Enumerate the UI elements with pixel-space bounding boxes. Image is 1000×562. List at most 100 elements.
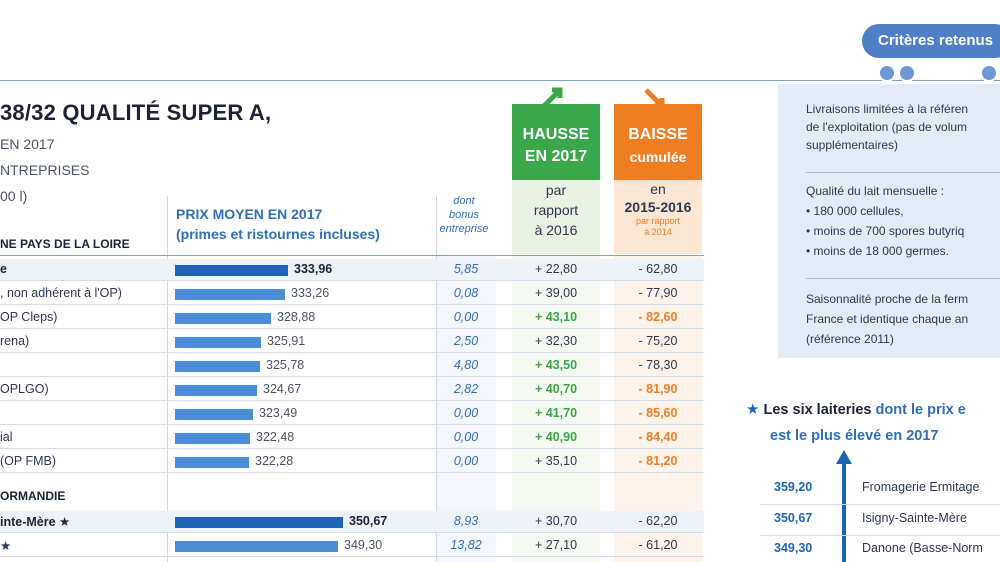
table-row: (OP FMB) 322,28 0,00 + 35,10 - 81,20 xyxy=(0,451,704,473)
price-bar xyxy=(175,337,261,348)
wheel-icon xyxy=(980,64,998,82)
table-row: OP Cleps) 328,88 0,00 + 43,10 - 82,60 xyxy=(0,307,704,329)
price-value: 322,48 xyxy=(256,430,295,444)
criteria-text: supplémentaires) xyxy=(806,138,899,152)
bonus-value: 0,00 xyxy=(453,454,479,468)
hausse-value: + 35,10 xyxy=(534,454,578,468)
rank-divider xyxy=(760,535,1000,536)
row-divider xyxy=(0,328,704,329)
hausse-subheader: par rapport à 2016 xyxy=(512,180,600,254)
row-divider xyxy=(0,448,704,449)
criteria-text: • moins de 700 spores butyriq xyxy=(806,224,965,238)
baisse-value: - 85,60 xyxy=(638,406,678,420)
hausse-value: + 30,70 xyxy=(534,514,578,528)
table-row: rena) 325,91 2,50 + 32,30 - 75,20 xyxy=(0,331,704,353)
criteria-text: de l'exploitation (pas de volum xyxy=(806,120,968,134)
row-label: OPLGO) xyxy=(0,382,49,396)
price-bar xyxy=(175,457,249,468)
top-rule xyxy=(0,80,1000,81)
price-value: 350,67 xyxy=(349,514,388,528)
row-label: inte-Mère ★ xyxy=(0,515,71,529)
hausse-value: + 27,10 xyxy=(534,538,578,552)
row-divider xyxy=(0,424,704,425)
rank-dairy-name: Danone (Basse-Norm xyxy=(862,541,983,555)
wheel-icon xyxy=(878,64,896,82)
baisse-subheader: en 2015-2016 par rapport à 2014 xyxy=(614,180,702,254)
star-icon: ★ xyxy=(746,401,760,418)
bonus-value: 0,00 xyxy=(453,406,479,420)
baisse-sub-line3: par rapport xyxy=(635,216,681,226)
rank-dairy-name: Fromagerie Ermitage xyxy=(862,480,980,494)
price-bar xyxy=(175,265,288,276)
price-value: 325,78 xyxy=(266,358,305,372)
criteria-panel xyxy=(778,84,1000,358)
baisse-sub-line1: en xyxy=(650,181,666,197)
price-bar xyxy=(175,313,271,324)
price-value: 325,91 xyxy=(267,334,306,348)
hausse-sub-line3: à 2016 xyxy=(534,222,578,238)
hausse-value: + 32,30 xyxy=(534,334,578,348)
rank-divider xyxy=(760,504,1000,505)
bonus-value: 0,00 xyxy=(453,310,479,324)
table-row: OPLGO) 324,67 2,82 + 40,70 - 81,90 xyxy=(0,379,704,401)
row-divider xyxy=(0,400,704,401)
criteria-text: Qualité du lait mensuelle : xyxy=(806,184,945,198)
bonus-value: 2,50 xyxy=(453,334,479,348)
row-label: OP Cleps) xyxy=(0,310,58,324)
row-divider xyxy=(0,304,704,305)
baisse-value: - 61,20 xyxy=(638,538,678,552)
baisse-header-line2: cumulée xyxy=(629,149,687,165)
hausse-value: + 22,80 xyxy=(534,262,578,276)
prix-column-header: PRIX MOYEN EN 2017 (primes et ristournes… xyxy=(176,204,380,244)
table-row: 323,49 0,00 + 41,70 - 85,60 xyxy=(0,403,704,425)
hausse-sub-line1: par xyxy=(545,182,567,198)
bonus-value: 8,93 xyxy=(453,514,479,528)
table-row: 325,78 4,80 + 43,50 - 78,30 xyxy=(0,355,704,377)
bonus-header-line3: entreprise xyxy=(439,223,489,235)
row-label: e xyxy=(0,262,7,276)
price-value: 322,28 xyxy=(255,454,294,468)
subtitle-year: EN 2017 xyxy=(0,136,55,152)
price-bar xyxy=(175,409,253,420)
row-label: (OP FMB) xyxy=(0,454,57,468)
criteria-text: Saisonnalité proche de la ferm xyxy=(806,292,969,306)
hausse-sub-line2: rapport xyxy=(533,202,579,218)
hausse-value: + 39,00 xyxy=(534,286,578,300)
hausse-value: + 40,70 xyxy=(534,382,578,396)
hausse-value: + 41,70 xyxy=(534,406,578,420)
region-header-normandie: ORMANDIE xyxy=(0,489,66,503)
row-divider xyxy=(0,556,704,557)
six-dairies-title-part2: dont le prix e xyxy=(875,402,966,418)
subtitle-unit: 00 l) xyxy=(0,188,28,204)
arrow-up-long-icon xyxy=(836,450,852,562)
row-label: ial xyxy=(0,430,13,444)
baisse-value: - 82,60 xyxy=(638,310,678,324)
price-bar xyxy=(175,361,260,372)
criteria-separator xyxy=(806,278,1000,279)
price-value: 323,49 xyxy=(259,406,298,420)
row-label: , non adhérent à l'OP) xyxy=(0,286,122,300)
hausse-value: + 43,10 xyxy=(534,310,578,324)
column-divider xyxy=(167,196,168,562)
hausse-value: + 40,90 xyxy=(534,430,578,444)
hausse-header-line1: HAUSSE xyxy=(522,126,590,143)
bonus-value: 2,82 xyxy=(453,382,479,396)
six-dairies-title: ★ Les six laiteries dont le prix e xyxy=(746,400,966,418)
hausse-value: + 43,50 xyxy=(534,358,578,372)
prix-header-line1: PRIX MOYEN EN 2017 xyxy=(176,206,323,222)
row-divider xyxy=(0,352,704,353)
bonus-value: 4,80 xyxy=(453,358,479,372)
price-bar xyxy=(175,385,257,396)
row-label: rena) xyxy=(0,334,30,348)
table-header-rule xyxy=(0,255,704,256)
baisse-header-line1: BAISSE xyxy=(628,126,688,143)
six-dairies-title-part1: Les six laiteries xyxy=(763,402,872,418)
price-value: 324,67 xyxy=(263,382,302,396)
bonus-value: 0,08 xyxy=(453,286,479,300)
column-divider xyxy=(436,196,437,562)
row-divider xyxy=(0,472,704,473)
rank-price: 359,20 xyxy=(774,480,813,494)
baisse-value: - 77,90 xyxy=(638,286,678,300)
table-row: ★ 349,30 13,82 + 27,10 - 61,20 xyxy=(0,535,704,557)
baisse-sub-line2: 2015-2016 xyxy=(624,199,692,215)
